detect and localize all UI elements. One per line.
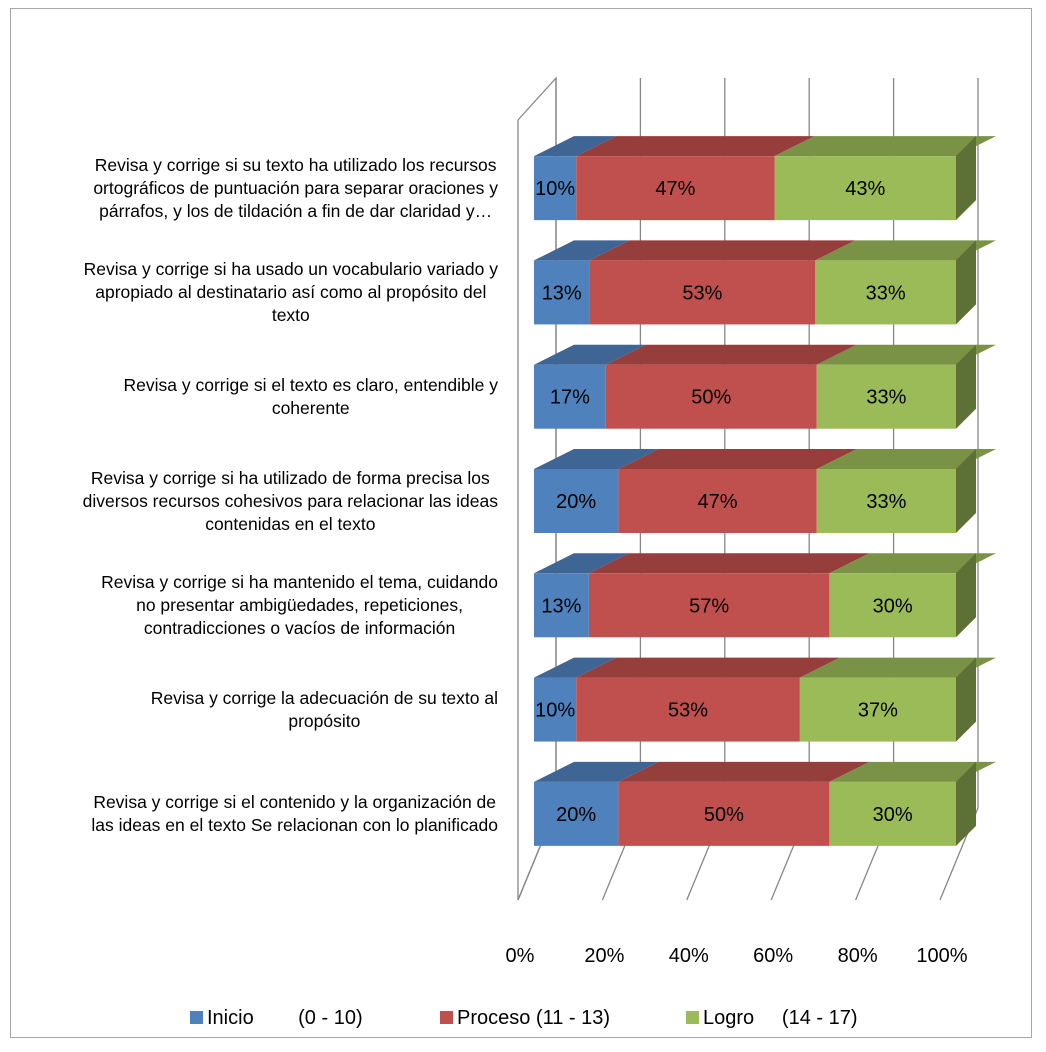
bar-side-face (956, 761, 976, 846)
category-label-text: Revisa y corrige si ha usado un vocabula… (83, 258, 498, 325)
bar-top-face (534, 761, 659, 782)
legend-entry: Logro (14 - 17) (703, 1007, 858, 1029)
bar-segment (799, 677, 956, 742)
bar-segment (774, 156, 956, 221)
bar-segment (618, 781, 830, 846)
bar-top-face (589, 240, 856, 261)
bar-top-face (576, 657, 840, 678)
bar-segment (534, 156, 577, 221)
bar-segment (618, 469, 817, 533)
data-label: 33% (866, 387, 906, 409)
bar-segment (534, 677, 577, 742)
legend-swatch (440, 1011, 453, 1024)
legend-swatch (686, 1011, 699, 1024)
x-tick-label: 60% (753, 945, 793, 967)
bar-top-face (534, 553, 629, 574)
bar-segment (534, 364, 606, 429)
data-label: 33% (866, 491, 906, 513)
x-tick-label: 80% (838, 945, 878, 967)
bar-top-face (588, 553, 870, 574)
bar-top-face (618, 761, 870, 782)
bar-top-face (829, 761, 996, 782)
data-label: 43% (845, 178, 885, 200)
category-label-text: Revisa y corrige si el contenido y la or… (91, 791, 498, 835)
bar-segment (576, 156, 775, 221)
bar-segment (588, 573, 830, 638)
bar-side-face (956, 449, 976, 533)
data-label: 13% (541, 595, 581, 617)
legend-entry: Proceso (11 - 13) (457, 1007, 610, 1029)
data-label: 57% (689, 595, 729, 617)
data-label: 20% (556, 491, 596, 513)
bar-top-face (534, 240, 630, 261)
bar-segment (534, 469, 619, 533)
bar-segment (605, 364, 817, 429)
bar-top-face (816, 449, 996, 469)
bar-side-face (956, 136, 976, 221)
bar-side-face (956, 553, 976, 638)
bar-top-face (534, 344, 646, 365)
legend-entry: Inicio (0 - 10) (207, 1007, 363, 1029)
data-label: 47% (655, 178, 695, 200)
bar-segment (829, 573, 956, 638)
data-label: 17% (550, 387, 590, 409)
category-label-text: Revisa y corrige si ha utilizado de form… (82, 467, 498, 534)
bar-segment (534, 781, 619, 846)
category-label: Revisa y corrige si su texto ha utilizad… (22, 136, 498, 240)
category-label: Revisa y corrige si ha utilizado de form… (22, 449, 498, 553)
category-label-text: Revisa y corrige si ha mantenido el tema… (101, 571, 498, 638)
data-label: 13% (542, 282, 582, 304)
data-label: 10% (535, 700, 575, 722)
legend-swatch (190, 1011, 203, 1024)
category-label-text: Revisa y corrige la adecuación de su tex… (150, 687, 498, 731)
bar-top-face (534, 657, 617, 678)
bar-top-face (576, 136, 815, 157)
data-label: 53% (668, 700, 708, 722)
category-label: Revisa y corrige si ha mantenido el tema… (22, 553, 498, 657)
data-label: 33% (866, 282, 906, 304)
bar-side-face (956, 657, 976, 742)
bar-top-face (815, 240, 996, 261)
x-tick-label: 0% (506, 945, 535, 967)
bar-top-face (829, 553, 996, 574)
bar-top-face (605, 344, 857, 365)
bar-top-face (534, 449, 659, 469)
bar-segment (829, 781, 956, 846)
bar-top-face (618, 449, 857, 469)
category-label-text: Revisa y corrige si el texto es claro, e… (123, 374, 498, 418)
data-label: 37% (858, 700, 898, 722)
data-label: 10% (535, 178, 575, 200)
data-label: 30% (873, 804, 913, 826)
data-label: 53% (682, 282, 722, 304)
bar-segment (589, 260, 816, 325)
bar-segment (816, 469, 956, 533)
bar-segment (815, 260, 956, 325)
bar-segment (534, 260, 590, 325)
bar-segment (576, 677, 800, 742)
x-tick-label: 40% (669, 945, 709, 967)
bar-segment (816, 364, 956, 429)
bar-side-face (956, 344, 976, 429)
category-label: Revisa y corrige si el contenido y la or… (22, 762, 498, 866)
bar-top-face (799, 657, 996, 678)
data-label: 50% (704, 804, 744, 826)
data-label: 47% (698, 491, 738, 513)
category-label: Revisa y corrige si el texto es claro, e… (22, 345, 498, 449)
data-label: 20% (556, 804, 596, 826)
bar-top-face (534, 136, 617, 157)
category-label-text: Revisa y corrige si su texto ha utilizad… (93, 154, 498, 221)
bar-segment (534, 573, 589, 638)
category-label: Revisa y corrige si ha usado un vocabula… (22, 240, 498, 344)
x-tick-label: 20% (584, 945, 624, 967)
data-label: 30% (873, 595, 913, 617)
bar-top-face (774, 136, 996, 157)
bar-side-face (956, 240, 976, 325)
category-label: Revisa y corrige la adecuación de su tex… (22, 658, 498, 762)
data-label: 50% (691, 387, 731, 409)
bar-top-face (816, 344, 996, 365)
x-tick-label: 100% (916, 945, 967, 967)
